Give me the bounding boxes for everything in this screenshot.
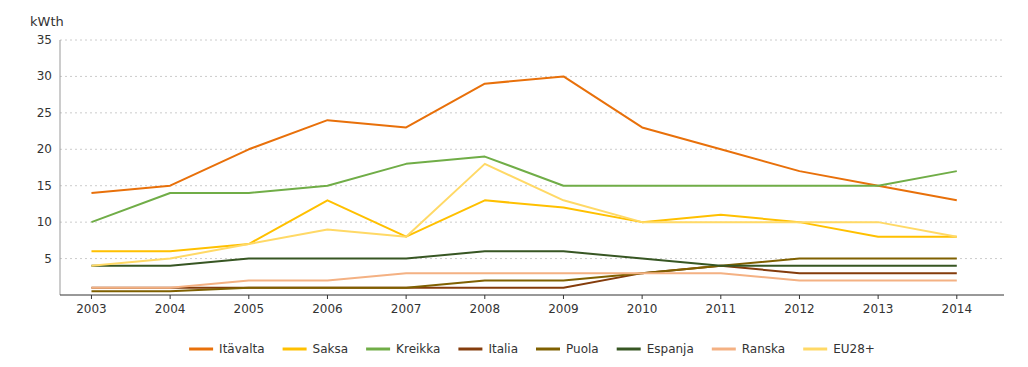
x-tick-label: 2009: [548, 302, 579, 316]
series-line: [91, 200, 956, 251]
x-tick-label: 2012: [784, 302, 815, 316]
x-tick-label: 2003: [76, 302, 107, 316]
x-tick: [248, 295, 249, 299]
legend-item: Saksa: [283, 342, 349, 356]
x-tick-label: 2010: [627, 302, 658, 316]
x-tick: [720, 295, 721, 299]
y-grid: 5 10 15 20 25 30 35: [37, 33, 1004, 266]
x-tick: [563, 295, 564, 299]
legend-label: Puola: [566, 342, 599, 356]
x-axis-line: [60, 295, 1004, 296]
legend-swatch: [189, 348, 213, 351]
series-line: [91, 157, 956, 223]
x-tick-label: 2013: [863, 302, 894, 316]
x-tick: [91, 295, 92, 299]
legend-label: Kreikka: [396, 342, 440, 356]
lines: [91, 76, 956, 291]
series-line: [91, 251, 956, 266]
y-tick-label: 20: [37, 142, 52, 156]
y-tick-label: 15: [37, 179, 52, 193]
grid-line: [60, 149, 1004, 150]
legend-swatch: [617, 348, 641, 351]
legend-swatch: [283, 348, 307, 351]
legend-item: Espanja: [617, 342, 694, 356]
legend-item: EU28+: [803, 342, 875, 356]
y-tick-label: 35: [37, 33, 52, 47]
legend-swatch: [712, 348, 736, 351]
x-tick: [956, 295, 957, 299]
legend-item: Kreikka: [366, 342, 440, 356]
legend-label: EU28+: [833, 342, 875, 356]
x-tick-label: 2007: [391, 302, 422, 316]
grid-line: [60, 76, 1004, 77]
x-tick: [406, 295, 407, 299]
series-line: [91, 273, 956, 288]
x-tick-label: 2008: [470, 302, 501, 316]
y-tick-label: 30: [37, 69, 52, 83]
legend-item: Ranska: [712, 342, 785, 356]
x-tick: [484, 295, 485, 299]
x-axis: 2003 2004 2005 2006 2007 2008 2009 2010 2011 2012…: [60, 295, 1004, 316]
grid-line: [60, 40, 1004, 41]
x-tick-label: 2005: [234, 302, 265, 316]
chart: 5101520253035200320042005200620072008200…: [0, 0, 1028, 367]
grid-line: [60, 112, 1004, 113]
y-axis-line: [60, 40, 61, 295]
legend-label: Itävalta: [219, 342, 264, 356]
y-tick-label: 10: [37, 215, 52, 229]
y-tick-label: 25: [37, 106, 52, 120]
y-axis-label: kWth: [30, 14, 64, 29]
x-tick: [878, 295, 879, 299]
legend-item: Puola: [536, 342, 599, 356]
x-tick-label: 2014: [942, 302, 973, 316]
legend-label: Espanja: [647, 342, 694, 356]
series-line: [91, 259, 956, 292]
legend-swatch: [458, 348, 482, 351]
x-tick: [327, 295, 328, 299]
legend-item: Itävalta: [189, 342, 264, 356]
series-line: [91, 164, 956, 266]
x-tick-label: 2011: [706, 302, 737, 316]
x-tick: [799, 295, 800, 299]
legend-label: Italia: [488, 342, 518, 356]
legend-item: Italia: [458, 342, 518, 356]
x-tick: [170, 295, 171, 299]
x-tick-label: 2006: [312, 302, 343, 316]
x-tick-label: 2004: [155, 302, 186, 316]
legend-swatch: [536, 348, 560, 351]
legend-swatch: [803, 348, 827, 351]
legend-label: Ranska: [742, 342, 785, 356]
legend: Itävalta Saksa Kreikka Italia Puola Espanja Ra…: [189, 342, 875, 356]
legend-label: Saksa: [313, 342, 349, 356]
legend-swatch: [366, 348, 390, 351]
x-tick: [642, 295, 643, 299]
y-tick-label: 5: [44, 252, 52, 266]
series-line: [91, 266, 956, 288]
